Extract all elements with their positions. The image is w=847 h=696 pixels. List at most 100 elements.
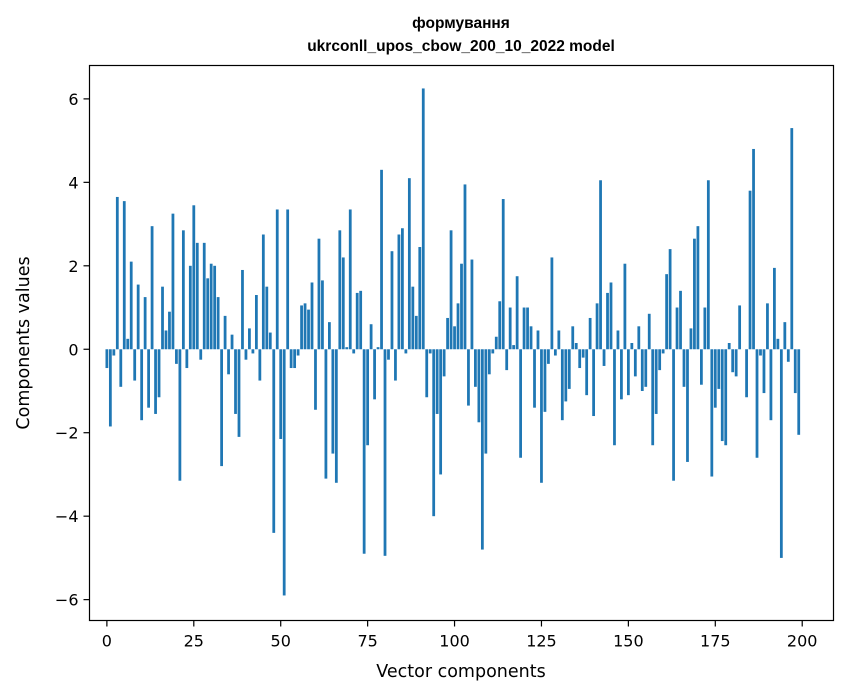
bar-component-148 bbox=[620, 349, 623, 400]
bar-component-40 bbox=[244, 349, 248, 360]
bar-component-165 bbox=[679, 290, 682, 350]
bar-component-0 bbox=[105, 349, 109, 369]
bar-component-108 bbox=[480, 349, 484, 550]
bar-component-30 bbox=[209, 263, 213, 350]
bar-component-92 bbox=[425, 349, 429, 398]
bar-component-196 bbox=[786, 349, 790, 362]
bar-component-115 bbox=[505, 349, 509, 371]
bar-component-65 bbox=[331, 349, 335, 454]
bar-component-101 bbox=[456, 303, 460, 350]
y-tick-label: 2 bbox=[68, 257, 78, 276]
x-tick-label: 125 bbox=[526, 632, 557, 651]
plot-area-frame bbox=[88, 64, 835, 622]
bar-component-96 bbox=[439, 349, 443, 475]
bar-component-81 bbox=[387, 349, 390, 360]
bar-component-127 bbox=[547, 349, 550, 364]
bar-component-11 bbox=[143, 297, 147, 350]
bar-component-175 bbox=[713, 349, 717, 408]
bar-component-121 bbox=[526, 307, 529, 350]
bar-component-114 bbox=[501, 199, 505, 350]
bar-component-104 bbox=[467, 349, 470, 406]
bar-component-105 bbox=[470, 259, 474, 350]
bar-component-192 bbox=[773, 267, 776, 350]
bar-component-184 bbox=[745, 349, 748, 398]
bar-component-72 bbox=[355, 292, 359, 350]
bar-component-138 bbox=[585, 349, 589, 396]
bar-component-26 bbox=[195, 242, 199, 350]
bar-component-95 bbox=[435, 349, 439, 414]
bar-component-195 bbox=[783, 322, 787, 350]
bar-component-109 bbox=[484, 349, 488, 454]
bar-component-174 bbox=[710, 349, 714, 477]
bar-component-68 bbox=[341, 257, 345, 350]
bar-component-69 bbox=[345, 347, 349, 350]
bar-component-122 bbox=[529, 326, 533, 350]
chart-title-line2: ukrconll_upos_cbow_200_10_2022 model bbox=[307, 38, 615, 55]
bar-component-85 bbox=[401, 228, 404, 350]
bar-component-75 bbox=[366, 349, 370, 446]
bar-component-32 bbox=[216, 297, 220, 350]
bar-component-151 bbox=[630, 343, 634, 350]
bar-component-18 bbox=[168, 311, 171, 350]
bar-component-129 bbox=[553, 349, 557, 356]
bar-component-82 bbox=[390, 251, 394, 350]
bar-component-190 bbox=[766, 303, 769, 350]
bar-component-143 bbox=[602, 349, 606, 366]
bar-component-66 bbox=[334, 349, 338, 483]
bar-component-8 bbox=[133, 349, 137, 381]
x-axis-label: Vector components bbox=[376, 662, 545, 682]
bar-component-178 bbox=[724, 349, 728, 446]
y-tick-label: 0 bbox=[68, 340, 78, 359]
bar-component-181 bbox=[734, 349, 738, 377]
y-axis-ticks: −6 −4 −2 0 2 4 6 bbox=[55, 90, 90, 610]
bar-component-141 bbox=[595, 303, 599, 350]
y-tick-label: −2 bbox=[55, 424, 79, 443]
bar-component-125 bbox=[540, 349, 543, 483]
bar-component-7 bbox=[129, 261, 133, 350]
bar-component-13 bbox=[150, 226, 154, 350]
y-axis-label: Components values bbox=[14, 256, 34, 429]
x-tick-label: 150 bbox=[613, 632, 644, 651]
bar-component-46 bbox=[265, 286, 269, 350]
x-axis-ticks: 0 25 50 75 100 125 150 175 200 bbox=[102, 620, 818, 651]
bar-component-163 bbox=[672, 349, 675, 481]
bar-component-100 bbox=[453, 326, 456, 350]
bar-component-58 bbox=[307, 309, 310, 350]
chart-title-line1: формування bbox=[412, 15, 510, 32]
x-tick-label: 200 bbox=[787, 632, 818, 651]
bar-component-156 bbox=[647, 313, 651, 350]
bar-component-89 bbox=[414, 315, 418, 350]
bar-component-74 bbox=[362, 349, 366, 554]
y-tick-label: 4 bbox=[68, 173, 78, 192]
bar-component-189 bbox=[762, 349, 766, 394]
bar-component-71 bbox=[352, 349, 356, 354]
bar-component-164 bbox=[675, 307, 679, 350]
bar-component-97 bbox=[442, 349, 446, 377]
bar-component-106 bbox=[474, 349, 477, 387]
bar-component-160 bbox=[661, 349, 665, 354]
bar-component-24 bbox=[188, 265, 192, 350]
bar-component-197 bbox=[790, 128, 794, 350]
bar-component-6 bbox=[126, 338, 130, 350]
bar-component-50 bbox=[279, 349, 283, 439]
bar-component-43 bbox=[254, 295, 258, 350]
bar-component-48 bbox=[272, 349, 276, 533]
bar-component-153 bbox=[637, 326, 641, 350]
bar-component-103 bbox=[463, 184, 467, 350]
bar-component-60 bbox=[314, 349, 317, 410]
bar-component-9 bbox=[136, 284, 140, 350]
bar-component-185 bbox=[748, 190, 752, 350]
bar-component-56 bbox=[300, 305, 303, 350]
bar-component-169 bbox=[693, 238, 696, 350]
bar-component-35 bbox=[227, 349, 230, 375]
bar-component-86 bbox=[404, 349, 408, 354]
y-tick-label: −4 bbox=[55, 507, 79, 526]
y-tick-label: −6 bbox=[55, 591, 79, 610]
bar-component-147 bbox=[616, 330, 620, 350]
bar-component-31 bbox=[213, 265, 217, 350]
bar-component-102 bbox=[460, 263, 463, 350]
bar-component-134 bbox=[571, 326, 575, 350]
bar-component-33 bbox=[220, 349, 223, 467]
bar-component-44 bbox=[258, 349, 262, 381]
bar-component-168 bbox=[689, 328, 693, 350]
